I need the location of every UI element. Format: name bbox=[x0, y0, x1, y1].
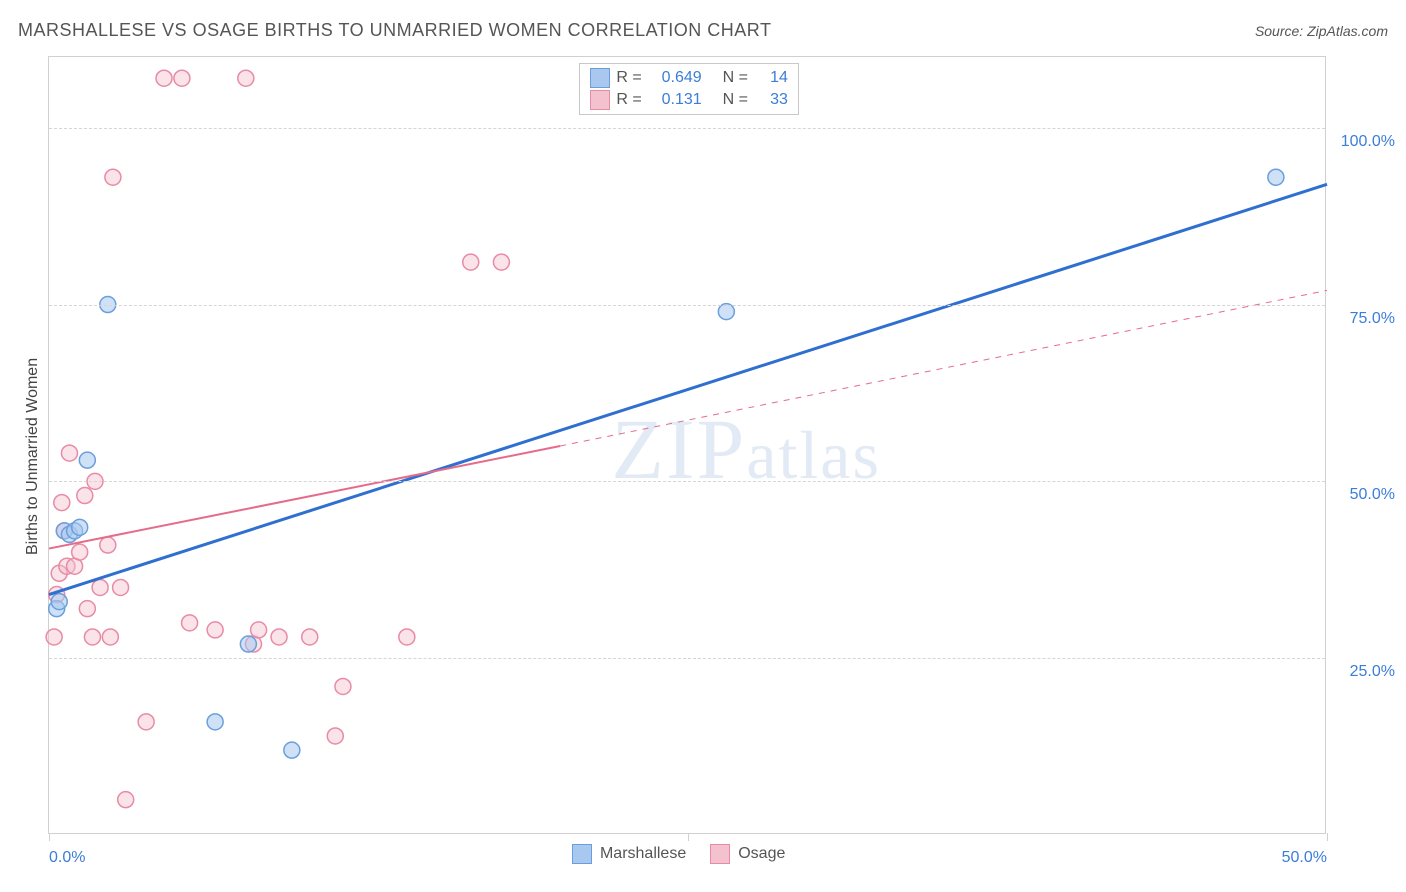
plot-area: ZIPatlas R =0.649 N =14R =0.131 N =33 25… bbox=[48, 56, 1326, 834]
gridline-h bbox=[49, 128, 1325, 129]
x-tick bbox=[49, 833, 50, 841]
n-label: N = bbox=[723, 69, 748, 87]
trend-line-osage-solid bbox=[49, 446, 560, 549]
legend-swatch bbox=[590, 90, 610, 110]
data-point bbox=[77, 488, 93, 504]
legend-swatch bbox=[590, 68, 610, 88]
data-point bbox=[84, 629, 100, 645]
n-value: 33 bbox=[754, 91, 788, 109]
x-tick bbox=[688, 833, 689, 841]
data-point bbox=[284, 742, 300, 758]
x-tick-label: 50.0% bbox=[1282, 849, 1327, 867]
data-point bbox=[174, 70, 190, 86]
data-point bbox=[102, 629, 118, 645]
data-point bbox=[327, 728, 343, 744]
scatter-plot-svg bbox=[49, 57, 1327, 835]
chart-title: MARSHALLESE VS OSAGE BIRTHS TO UNMARRIED… bbox=[18, 20, 771, 41]
y-tick-label: 50.0% bbox=[1335, 486, 1395, 504]
data-point bbox=[156, 70, 172, 86]
data-point bbox=[105, 169, 121, 185]
legend-label: Marshallese bbox=[600, 845, 686, 863]
data-point bbox=[335, 678, 351, 694]
data-point bbox=[118, 792, 134, 808]
r-value: 0.131 bbox=[648, 91, 702, 109]
data-point bbox=[399, 629, 415, 645]
legend-label: Osage bbox=[738, 845, 785, 863]
chart-header: MARSHALLESE VS OSAGE BIRTHS TO UNMARRIED… bbox=[18, 20, 1388, 41]
x-tick bbox=[1327, 833, 1328, 841]
data-point bbox=[46, 629, 62, 645]
data-point bbox=[718, 304, 734, 320]
y-tick-label: 100.0% bbox=[1335, 133, 1395, 151]
n-label: N = bbox=[723, 91, 748, 109]
y-axis-label: Births to Unmarried Women bbox=[24, 358, 42, 555]
data-point bbox=[54, 495, 70, 511]
y-tick-label: 75.0% bbox=[1335, 310, 1395, 328]
r-label: R = bbox=[616, 91, 641, 109]
x-tick-label: 0.0% bbox=[49, 849, 85, 867]
source-label: Source: ZipAtlas.com bbox=[1255, 23, 1388, 39]
stats-legend-row: R = 0.649 N = 14 bbox=[590, 68, 788, 88]
data-point bbox=[72, 519, 88, 535]
data-point bbox=[251, 622, 267, 638]
gridline-h bbox=[49, 481, 1325, 482]
legend-item: Marshallese bbox=[572, 844, 686, 864]
y-tick-label: 25.0% bbox=[1335, 663, 1395, 681]
data-point bbox=[72, 544, 88, 560]
series-legend: Marshallese Osage bbox=[572, 844, 785, 864]
data-point bbox=[138, 714, 154, 730]
legend-item: Osage bbox=[710, 844, 785, 864]
data-point bbox=[463, 254, 479, 270]
data-point bbox=[238, 70, 254, 86]
data-point bbox=[493, 254, 509, 270]
n-value: 14 bbox=[754, 69, 788, 87]
data-point bbox=[1268, 169, 1284, 185]
legend-swatch bbox=[572, 844, 592, 864]
stats-legend: R = 0.649 N = 14 R = 0.131 N = 33 bbox=[579, 63, 799, 115]
data-point bbox=[61, 445, 77, 461]
data-point bbox=[113, 579, 129, 595]
data-point bbox=[302, 629, 318, 645]
stats-legend-row: R = 0.131 N = 33 bbox=[590, 90, 788, 110]
trend-line-marshallese bbox=[49, 184, 1327, 594]
data-point bbox=[51, 594, 67, 610]
data-point bbox=[207, 622, 223, 638]
data-point bbox=[271, 629, 287, 645]
data-point bbox=[182, 615, 198, 631]
gridline-h bbox=[49, 305, 1325, 306]
gridline-h bbox=[49, 658, 1325, 659]
data-point bbox=[79, 452, 95, 468]
data-point bbox=[100, 537, 116, 553]
data-point bbox=[240, 636, 256, 652]
data-point bbox=[207, 714, 223, 730]
data-point bbox=[92, 579, 108, 595]
trend-line-osage-dashed bbox=[560, 290, 1327, 446]
legend-swatch bbox=[710, 844, 730, 864]
r-value: 0.649 bbox=[648, 69, 702, 87]
data-point bbox=[79, 601, 95, 617]
r-label: R = bbox=[616, 69, 641, 87]
